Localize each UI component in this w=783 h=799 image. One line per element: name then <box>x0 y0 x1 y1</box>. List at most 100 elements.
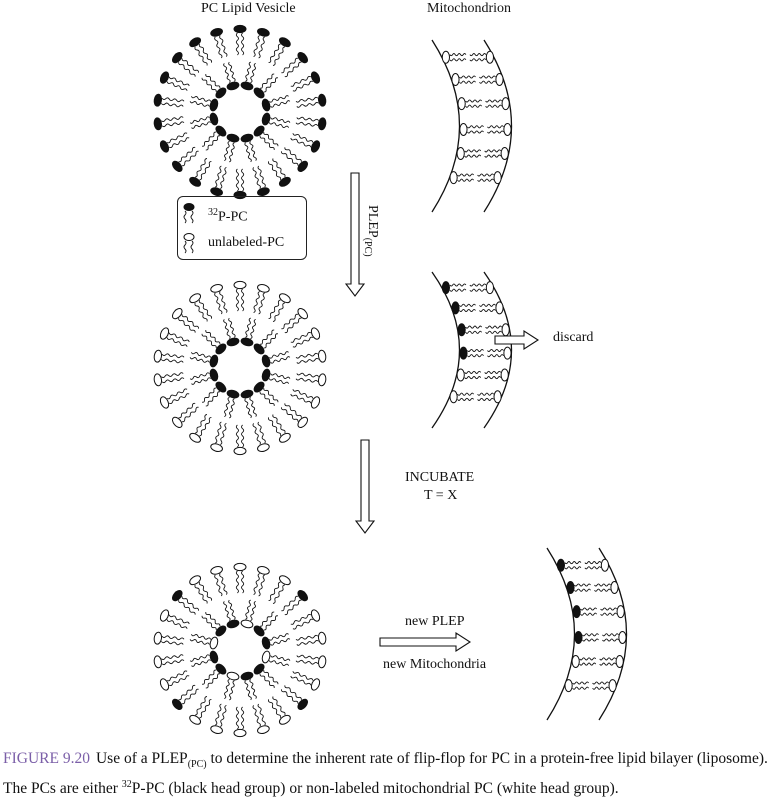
figure-diagram <box>153 24 628 738</box>
unlabeled-pc-lipid <box>252 703 270 734</box>
unlabeled-pc-lipid <box>224 671 240 701</box>
labeled-pc-lipid <box>210 165 227 196</box>
unlabeled-pc-lipid <box>584 558 609 572</box>
labeled-pc-lipid <box>290 71 321 92</box>
unlabeled-pc-lipid <box>153 654 185 669</box>
unlabeled-pc-lipid <box>290 671 321 691</box>
labeled-pc-lipid <box>261 95 291 112</box>
unlabeled-pc-lipid <box>240 599 256 629</box>
unlabeled-pc-lipid <box>189 696 212 725</box>
unlabeled-pc-lipid <box>210 566 228 597</box>
unlabeled-pc-lipid <box>485 323 510 337</box>
unlabeled-pc-lipid <box>253 284 270 315</box>
unlabeled-pc-lipid <box>153 372 185 387</box>
labeled-pc-lipid <box>202 125 227 151</box>
labeled-pc-lipid <box>253 663 279 688</box>
labeled-pc-lipid <box>201 74 227 99</box>
unlabeled-pc-lipid <box>189 293 213 322</box>
labeled-pc-lipid <box>281 52 309 78</box>
labeled-pc-lipid <box>268 37 291 66</box>
unlabeled-pc-lipid <box>280 403 309 428</box>
unlabeled-pc-lipid <box>267 696 291 725</box>
unlabeled-pc-lipid <box>290 327 321 348</box>
labeled-pc-lipid <box>223 61 240 91</box>
labeled-pc-lipid <box>253 329 278 355</box>
unlabeled-pc-lipid <box>600 605 625 619</box>
vesicle-after-incubation <box>153 562 327 738</box>
unlabeled-pc-lipid <box>602 630 627 644</box>
labeled-pc-lipid <box>189 37 213 66</box>
unlabeled-pc-lipid <box>210 703 227 734</box>
labeled-pc-lipid <box>202 381 227 407</box>
labeled-pc-lipid <box>153 116 185 131</box>
labeled-pc-lipid <box>233 24 247 56</box>
labeled-pc-lipid <box>457 323 482 337</box>
unlabeled-pc-lipid <box>290 389 321 409</box>
unlabeled-pc-lipid <box>233 562 247 594</box>
labeled-pc-lipid <box>159 132 190 153</box>
unlabeled-pc-lipid <box>253 566 270 597</box>
unlabeled-pc-lipid <box>571 655 597 669</box>
unlabeled-pc-lipid <box>457 97 482 111</box>
vesicle-title: PC Lipid Vesicle <box>201 1 296 16</box>
incubate-down-arrow <box>354 439 376 534</box>
unlabeled-pc-lipid <box>281 308 309 334</box>
labeled-pc-lipid <box>224 133 240 163</box>
unlabeled-pc-lipid <box>210 284 228 315</box>
unlabeled-pc-lipid <box>479 301 504 315</box>
discard-label: discard <box>553 330 594 345</box>
unlabeled-pc-lipid <box>189 575 213 604</box>
unlabeled-pc-lipid <box>456 368 482 382</box>
unlabeled-pc-lipid <box>189 414 212 443</box>
unlabeled-pc-lipid <box>171 402 199 428</box>
unlabeled-pc-lipid <box>159 609 190 629</box>
labeled-pc-lipid <box>224 389 240 419</box>
unlabeled-pc-lipid <box>484 147 509 161</box>
labeled-pc-lipid <box>171 52 200 77</box>
labeled-pc-lipid <box>261 351 291 368</box>
labeled-pc-lipid <box>240 389 257 419</box>
labeled-pc-lipid <box>459 346 484 360</box>
arrows-layer <box>344 172 540 653</box>
figure-caption: FIGURE 9.20 Use of a PLEP(PC) to determin… <box>3 750 768 798</box>
discard-arrow <box>494 329 540 351</box>
labeled-pc-lipid <box>171 146 199 172</box>
labeled-pc-lipid <box>240 317 256 347</box>
labeled-pc-lipid <box>159 71 190 91</box>
plep-arrow-label: PLEP(PC) <box>362 205 380 257</box>
unlabeled-pc-lipid <box>477 171 502 185</box>
labeled-pc-lipid <box>240 61 256 91</box>
unlabeled-pc-lipid <box>261 650 291 666</box>
unlabeled-pc-lipid <box>485 97 510 111</box>
unlabeled-pc-lipid <box>592 679 617 693</box>
labeled-pc-lipid <box>202 663 227 689</box>
vesicle-after-plep <box>153 280 327 456</box>
new-plep-label: new PLEP <box>405 614 465 629</box>
labeled-pc-lipid <box>253 73 278 99</box>
unlabeled-pc-lipid <box>456 147 482 161</box>
legend-unlabeled-pc: unlabeled-PC <box>208 235 285 250</box>
unlabeled-pc-lipid <box>233 706 247 738</box>
legend-box: 32P-PC unlabeled-PC <box>177 196 307 260</box>
unlabeled-pc-lipid <box>469 50 494 64</box>
unlabeled-pc-lipid <box>290 609 321 630</box>
unlabeled-pc-lipid <box>477 390 502 404</box>
unlabeled-pc-lipid <box>267 414 291 443</box>
labeled-pc-lipid <box>189 352 219 368</box>
labeled-pc-lipid <box>189 112 219 129</box>
incubate-label: INCUBATE <box>405 470 475 485</box>
legend-labeled-pc: 32P-PC <box>208 207 248 225</box>
unlabeled-pc-lipid <box>459 122 484 136</box>
new-plep-arrow <box>379 631 472 653</box>
labeled-pc-lipid <box>153 93 185 108</box>
unlabeled-pc-lipid <box>487 122 512 136</box>
unlabeled-pc-lipid <box>295 631 327 646</box>
labeled-pc-lipid <box>253 28 270 59</box>
unlabeled-pc-lipid <box>479 73 504 87</box>
unlabeled-pc-lipid <box>153 349 185 364</box>
unlabeled-pc-lipid <box>487 346 512 360</box>
labeled-pc-lipid <box>451 301 476 315</box>
unlabeled-pc-lipid <box>233 424 247 456</box>
labeled-pc-lipid <box>253 381 279 406</box>
unlabeled-pc-lipid <box>449 171 474 185</box>
